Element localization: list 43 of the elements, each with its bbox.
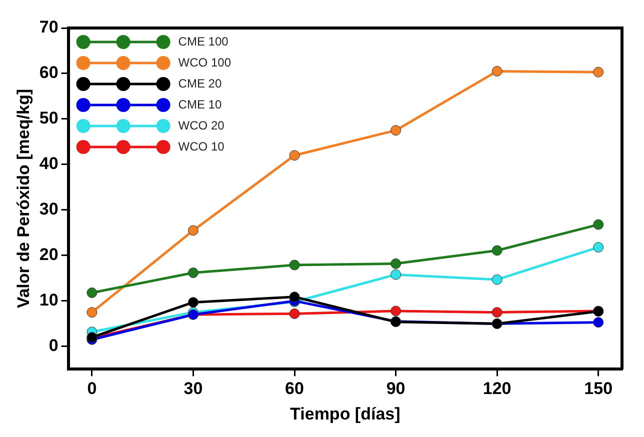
y-tick-label: 0 bbox=[48, 336, 58, 356]
x-tick-label: 0 bbox=[87, 379, 97, 398]
point bbox=[289, 260, 300, 270]
y-tick-label: 70 bbox=[39, 18, 58, 37]
x-tick-label: 90 bbox=[386, 379, 406, 398]
point bbox=[593, 317, 604, 328]
legend-label: CME 20 bbox=[178, 76, 222, 90]
y-tick-label: 20 bbox=[39, 245, 58, 264]
x-tick-label: 150 bbox=[584, 379, 613, 398]
x-tick-label: 30 bbox=[184, 379, 203, 398]
point bbox=[593, 242, 604, 253]
legend-label: WCO 100 bbox=[178, 55, 232, 70]
legend-label: WCO 10 bbox=[178, 139, 225, 154]
x-axis-title: Tiempo [días] bbox=[290, 404, 400, 424]
point bbox=[492, 66, 502, 76]
point bbox=[492, 245, 502, 256]
point bbox=[86, 307, 98, 318]
y-tick-label: 50 bbox=[39, 108, 58, 128]
legend-label: CME 100 bbox=[178, 34, 229, 48]
point bbox=[593, 219, 604, 230]
x-tick-label: 60 bbox=[285, 379, 304, 398]
legend-label: WCO 20 bbox=[178, 118, 225, 132]
point bbox=[390, 269, 402, 280]
x-tick-label: 120 bbox=[482, 379, 512, 398]
point bbox=[492, 307, 502, 318]
point bbox=[289, 292, 300, 302]
y-tick-label: 30 bbox=[39, 200, 58, 219]
y-tick-label: 40 bbox=[39, 154, 58, 174]
point bbox=[390, 258, 402, 269]
point bbox=[593, 66, 604, 78]
point bbox=[188, 225, 198, 236]
point bbox=[390, 125, 402, 136]
legend-label: CME 10 bbox=[178, 97, 222, 112]
point bbox=[86, 288, 98, 298]
y-tick-label: 60 bbox=[39, 63, 58, 82]
y-tick-label: 10 bbox=[39, 290, 58, 310]
y-axis-title: Valor de Peróxido [meq/kg] bbox=[14, 89, 33, 308]
point bbox=[188, 268, 198, 278]
point bbox=[289, 308, 300, 319]
point bbox=[492, 274, 502, 285]
point bbox=[289, 150, 300, 161]
point bbox=[390, 306, 402, 316]
point bbox=[188, 297, 198, 308]
